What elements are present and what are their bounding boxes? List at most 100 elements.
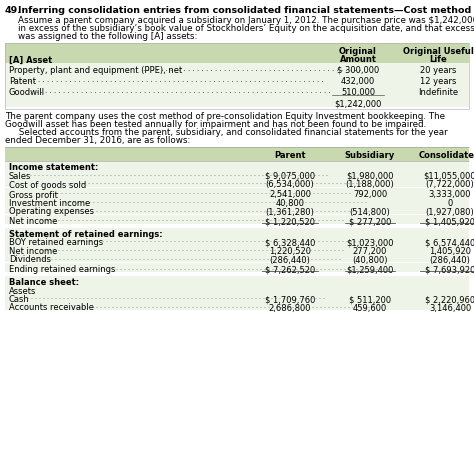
Text: $ 1,709,760: $ 1,709,760 <box>265 294 315 303</box>
Bar <box>5 170 469 179</box>
Text: Indefinite: Indefinite <box>418 88 458 97</box>
Text: $11,055,000: $11,055,000 <box>424 172 474 181</box>
Text: Dividends: Dividends <box>9 255 51 264</box>
Text: (286,440): (286,440) <box>429 255 470 264</box>
Text: . . . . . . . . . . . . . . . . . . . . . . . . . . . . . . . . . . . . . . . . : . . . . . . . . . . . . . . . . . . . . … <box>43 246 345 251</box>
Text: 0: 0 <box>447 199 453 207</box>
Text: $ 277,200: $ 277,200 <box>349 217 391 226</box>
Text: $ 1,405,920: $ 1,405,920 <box>425 217 474 226</box>
Text: $ 511,200: $ 511,200 <box>349 294 391 303</box>
Text: 792,000: 792,000 <box>353 190 387 199</box>
Text: Inferring consolidation entries from consolidated financial statements—Cost meth: Inferring consolidation entries from con… <box>18 6 471 15</box>
Text: in excess of the subsidiary’s book value of Stockholders’ Equity on the acquisit: in excess of the subsidiary’s book value… <box>18 24 474 33</box>
Bar <box>5 197 469 206</box>
Text: . . . . . . . . . . . . . . . . . . . . . . . . . . . . . . . . . . . . . . . . : . . . . . . . . . . . . . . . . . . . . … <box>39 255 341 260</box>
Bar <box>5 162 469 170</box>
Text: $ 6,574,440: $ 6,574,440 <box>425 238 474 247</box>
Text: . . . . . . . . . . . . . . . . . . . . . . . . . . . . . . . . . . . . . . . . : . . . . . . . . . . . . . . . . . . . . … <box>143 66 361 72</box>
Text: Assume a parent company acquired a subsidiary on January 1, 2012. The purchase p: Assume a parent company acquired a subsi… <box>18 16 474 25</box>
Text: (1,188,000): (1,188,000) <box>346 180 394 189</box>
Text: 12 years: 12 years <box>420 77 456 86</box>
Text: Original: Original <box>339 47 377 56</box>
Text: (40,800): (40,800) <box>352 255 388 264</box>
Text: 40,800: 40,800 <box>275 199 304 207</box>
Text: Net income: Net income <box>9 246 57 256</box>
Bar <box>5 237 469 245</box>
Text: 510,000: 510,000 <box>341 88 375 97</box>
Text: Amount: Amount <box>339 55 376 64</box>
Text: . . . . . . . . . . . . . . . . . . . . . . . . . . . . . . . . . . . . . . . . : . . . . . . . . . . . . . . . . . . . . … <box>65 199 367 204</box>
Text: Balance sheet:: Balance sheet: <box>9 277 79 287</box>
Text: Accounts receivable: Accounts receivable <box>9 303 94 312</box>
Text: . . . . . . . . . . . . . . . . . . . . . . . . . . . . . . . . . . . . . . . . : . . . . . . . . . . . . . . . . . . . . … <box>69 207 371 212</box>
Text: Goodwill: Goodwill <box>9 88 45 97</box>
Bar <box>5 75 469 86</box>
Text: 2,686,800: 2,686,800 <box>269 303 311 312</box>
Bar <box>5 206 469 214</box>
Text: ended December 31, 2016, are as follows:: ended December 31, 2016, are as follows: <box>5 136 191 144</box>
Text: (514,800): (514,800) <box>350 207 391 216</box>
Text: $ 7,262,520: $ 7,262,520 <box>265 265 315 274</box>
Text: . . . . . . . . . . . . . . . . . . . . . . . . . . . . . . . . . . . . . . . . : . . . . . . . . . . . . . . . . . . . . … <box>72 303 374 308</box>
Bar <box>5 148 469 162</box>
Text: 49.: 49. <box>5 6 22 15</box>
Text: . . . . . . . . . . . . . . . . . . . . . . . . . . . . . . . . . . . . . . . . : . . . . . . . . . . . . . . . . . . . . … <box>78 238 380 243</box>
Bar <box>5 44 469 110</box>
Text: Income statement:: Income statement: <box>9 163 99 172</box>
Bar <box>5 301 469 310</box>
Text: $1,023,000: $1,023,000 <box>346 238 394 247</box>
Bar <box>5 228 469 237</box>
Text: (7,722,000): (7,722,000) <box>426 180 474 189</box>
Text: $1,242,000: $1,242,000 <box>334 99 382 108</box>
Text: Assets: Assets <box>9 286 36 295</box>
Text: Gross profit: Gross profit <box>9 190 58 199</box>
Text: Ending retained earnings: Ending retained earnings <box>9 265 115 274</box>
Text: Property, plant and equipment (PPE), net: Property, plant and equipment (PPE), net <box>9 66 182 75</box>
Bar <box>5 216 469 224</box>
Text: $ 6,328,440: $ 6,328,440 <box>265 238 315 247</box>
Text: $ 7,693,920: $ 7,693,920 <box>425 265 474 274</box>
Text: . . . . . . . . . . . . . . . . . . . . . . . . . . . . . . . . . . . . . . . . : . . . . . . . . . . . . . . . . . . . . … <box>26 172 328 176</box>
Text: . . . . . . . . . . . . . . . . . . . . . . . . . . . . . . . . . . . . . . . . : . . . . . . . . . . . . . . . . . . . . … <box>43 217 345 222</box>
Bar <box>5 293 469 301</box>
Text: 2,541,000: 2,541,000 <box>269 190 311 199</box>
Text: $ 9,075,000: $ 9,075,000 <box>265 172 315 181</box>
Bar <box>5 263 469 272</box>
Text: 1,405,920: 1,405,920 <box>429 246 471 256</box>
Text: 3,333,000: 3,333,000 <box>429 190 471 199</box>
Text: Original Useful: Original Useful <box>402 47 474 56</box>
Bar <box>5 276 469 284</box>
Text: Investment income: Investment income <box>9 199 90 207</box>
Bar <box>5 179 469 187</box>
Bar <box>5 284 469 293</box>
Text: (1,927,080): (1,927,080) <box>426 207 474 216</box>
Text: 3,146,400: 3,146,400 <box>429 303 471 312</box>
Text: Parent: Parent <box>274 150 306 160</box>
Text: . . . . . . . . . . . . . . . . . . . . . . . . . . . . . . . . . . . . . . . . : . . . . . . . . . . . . . . . . . . . . … <box>36 88 330 94</box>
Text: . . . . . . . . . . . . . . . . . . . . . . . . . . . . . . . . . . . . . . . . : . . . . . . . . . . . . . . . . . . . . … <box>88 265 390 270</box>
Text: [A] Asset: [A] Asset <box>9 56 52 65</box>
Text: Cost of goods sold: Cost of goods sold <box>9 180 86 189</box>
Text: Patent: Patent <box>9 77 36 86</box>
Bar <box>5 86 469 97</box>
Bar <box>5 44 469 64</box>
Text: Selected accounts from the parent, subsidiary, and consolidated financial statem: Selected accounts from the parent, subsi… <box>5 128 448 137</box>
Bar <box>5 245 469 253</box>
Text: . . . . . . . . . . . . . . . . . . . . . . . . . . . . . . . . . . . . . . . . : . . . . . . . . . . . . . . . . . . . . … <box>49 190 351 195</box>
Text: 1,220,520: 1,220,520 <box>269 246 311 256</box>
Text: $ 1,220,520: $ 1,220,520 <box>265 217 315 226</box>
Text: . . . . . . . . . . . . . . . . . . . . . . . . . . . . . . . . . . . . . . . . : . . . . . . . . . . . . . . . . . . . . … <box>29 77 324 83</box>
Text: 277,200: 277,200 <box>353 246 387 256</box>
Text: $1,980,000: $1,980,000 <box>346 172 394 181</box>
Text: Consolidated: Consolidated <box>419 150 474 160</box>
Text: . . . . . . . . . . . . . . . . . . . . . . . . . . . . . . . . . . . . . . . . : . . . . . . . . . . . . . . . . . . . . … <box>69 180 371 185</box>
Text: (1,361,280): (1,361,280) <box>265 207 314 216</box>
Bar <box>5 253 469 262</box>
Text: (6,534,000): (6,534,000) <box>265 180 314 189</box>
Text: 459,600: 459,600 <box>353 303 387 312</box>
Bar <box>5 97 469 108</box>
Text: Goodwill asset has been tested annually for impairment and has not been found to: Goodwill asset has been tested annually … <box>5 120 426 129</box>
Text: (286,440): (286,440) <box>270 255 310 264</box>
Text: $ 300,000: $ 300,000 <box>337 66 379 75</box>
Text: Operating expenses: Operating expenses <box>9 207 94 216</box>
